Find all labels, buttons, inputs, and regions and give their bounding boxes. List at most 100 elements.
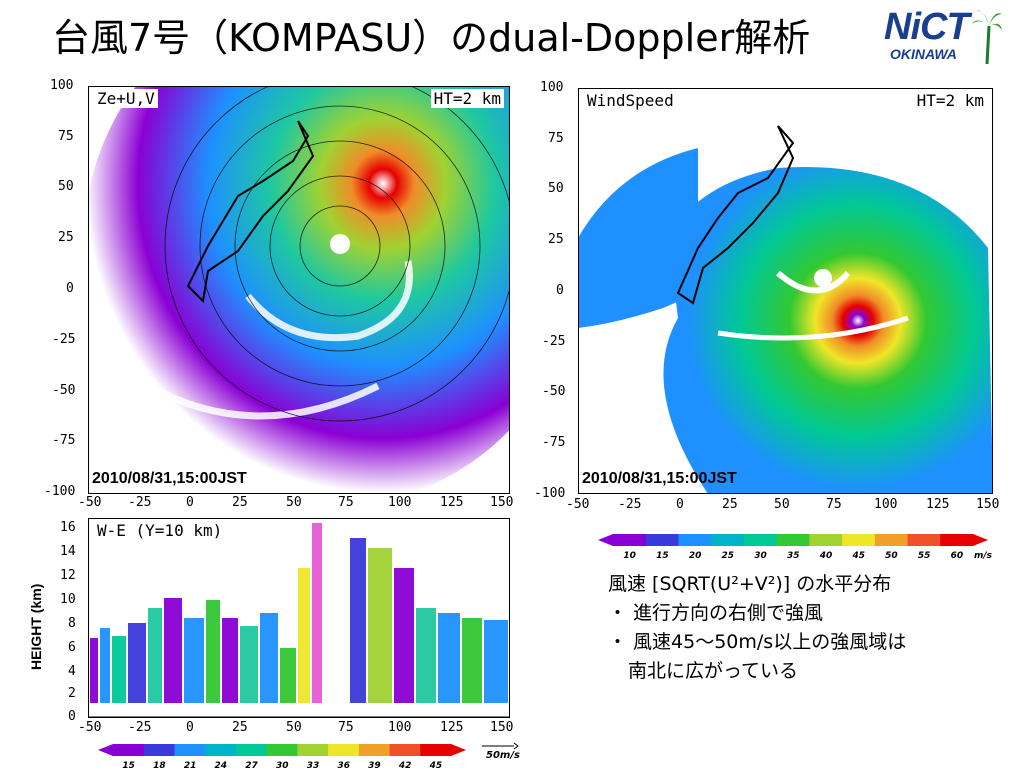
colorbar-strip <box>598 534 988 546</box>
colorbar-label: 60 <box>950 551 964 561</box>
nict-logo: NiCT OKINAWA <box>884 6 1004 66</box>
colorbar-segment <box>174 744 206 756</box>
y-tick: -25 <box>52 332 76 347</box>
page-title: 台風7号（KOMPASU）のdual-Doppler解析 <box>52 16 811 60</box>
colorbar-segment <box>358 744 391 756</box>
colorbar-label: 24 <box>214 761 228 771</box>
y-tick: 0 <box>66 281 74 296</box>
colorbar-label: 40 <box>819 551 833 561</box>
colorbar-label: 15 <box>122 761 135 771</box>
x-tick: 50 <box>774 497 790 512</box>
x-tick: 75 <box>338 495 354 510</box>
colorbar-label: 55 <box>917 551 931 561</box>
reflectivity-colorbar: 15 18 21 24 27 30 33 36 39 42 45 <box>98 742 466 771</box>
vector-scale-label: 50m/s <box>486 750 520 761</box>
logo-text: NiCT <box>884 6 970 48</box>
description-line: ・ 風速45～50m/s以上の強風域は <box>608 631 907 653</box>
colorbar-segment <box>809 534 843 546</box>
colorbar-strip <box>98 744 466 756</box>
colorbar-segment <box>613 534 647 546</box>
y-tick: 8 <box>68 616 76 631</box>
colorbar-label: 42 <box>398 761 412 771</box>
description-block: 風速 [SQRT(U²+V²)] の水平分布 ・ 進行方向の右側で強風 ・ 風速… <box>608 570 906 686</box>
x-tick: 100 <box>388 495 412 510</box>
colorbar-segment <box>776 534 810 546</box>
colorbar-segment <box>143 744 175 756</box>
colorbar-segment <box>266 744 298 756</box>
y-tick: 4 <box>68 664 76 679</box>
panel-label: WindSpeed <box>584 91 677 110</box>
wind-speed-colorbar: 10 15 20 25 30 35 40 45 50 55 60 m/s <box>598 532 992 561</box>
colorbar-segment <box>113 744 145 756</box>
y-tick: 50 <box>548 181 564 196</box>
colorbar-label: 10 <box>623 551 636 561</box>
colorbar-segment <box>907 534 941 546</box>
colorbar-segment <box>205 744 237 756</box>
y-tick: 10 <box>60 592 76 607</box>
y-tick: 75 <box>58 129 74 144</box>
y-tick: -25 <box>542 334 566 349</box>
y-tick: 100 <box>50 78 74 93</box>
y-tick: 14 <box>60 544 76 559</box>
reflectivity-wind-map: Ze+U,V HT=2 km 2010/08/31,15:00JST <box>88 86 510 494</box>
colorbar-label: 50 <box>885 551 898 561</box>
height-label: HT=2 km <box>913 91 987 110</box>
y-tick: -75 <box>542 435 566 450</box>
colorbar-end <box>98 744 113 756</box>
colorbar-label: 30 <box>276 761 289 771</box>
colorbar-segment <box>842 534 876 546</box>
x-tick: 50 <box>286 495 302 510</box>
colorbar-label: 30 <box>754 551 767 561</box>
colorbar-label: 36 <box>337 761 350 771</box>
x-tick: -25 <box>128 720 152 735</box>
y-tick: 25 <box>548 232 564 247</box>
x-tick: 100 <box>388 720 412 735</box>
y-tick: 16 <box>60 520 76 535</box>
colorbar-label: 18 <box>153 761 166 771</box>
colorbar-end <box>451 744 466 756</box>
x-tick: 150 <box>490 495 514 510</box>
colorbar-segment <box>743 534 778 546</box>
x-tick: 150 <box>976 497 1000 512</box>
x-tick: 75 <box>826 497 842 512</box>
colorbar-label: 45 <box>852 551 865 561</box>
vertical-cross-section: W-E (Y=10 km) <box>88 518 510 718</box>
x-tick: -50 <box>78 720 102 735</box>
y-tick: -75 <box>52 433 76 448</box>
y-tick: 75 <box>548 131 564 146</box>
colorbar-segment <box>328 744 360 756</box>
colorbar-label: 25 <box>721 551 735 561</box>
y-tick: 100 <box>540 80 564 95</box>
x-tick: 125 <box>926 497 950 512</box>
colorbar-label: 39 <box>368 761 381 771</box>
colorbar-segment <box>235 744 268 756</box>
colorbar-label: 20 <box>688 551 702 561</box>
y-tick: -50 <box>542 384 566 399</box>
x-tick: -25 <box>128 495 152 510</box>
colorbar-segment <box>678 534 712 546</box>
y-axis-label: HEIGHT (km) <box>28 583 44 670</box>
wind-speed-field <box>578 88 993 494</box>
y-tick: 50 <box>58 179 74 194</box>
description-line: 南北に広がっている <box>628 660 799 682</box>
x-tick: 150 <box>490 720 514 735</box>
y-tick: -100 <box>44 484 76 499</box>
colorbar-segment <box>645 534 679 546</box>
timestamp: 2010/08/31,15:00JST <box>582 470 737 487</box>
x-tick: -50 <box>566 497 590 512</box>
x-tick: 0 <box>676 497 684 512</box>
panel-label: W-E (Y=10 km) <box>94 521 226 540</box>
y-tick: 6 <box>68 640 76 655</box>
colorbar-segment <box>297 744 329 756</box>
reflectivity-field <box>88 86 510 494</box>
colorbar-label: 21 <box>183 761 197 771</box>
colorbar-label: 15 <box>656 551 669 561</box>
x-tick: 100 <box>874 497 898 512</box>
palm-tree-icon <box>972 10 1002 64</box>
colorbar-segment <box>420 744 452 756</box>
section-field <box>88 518 510 718</box>
x-tick: 50 <box>286 720 302 735</box>
colorbar-segment <box>940 534 974 546</box>
x-tick: 0 <box>186 495 194 510</box>
vector-scale-arrow <box>482 742 519 750</box>
